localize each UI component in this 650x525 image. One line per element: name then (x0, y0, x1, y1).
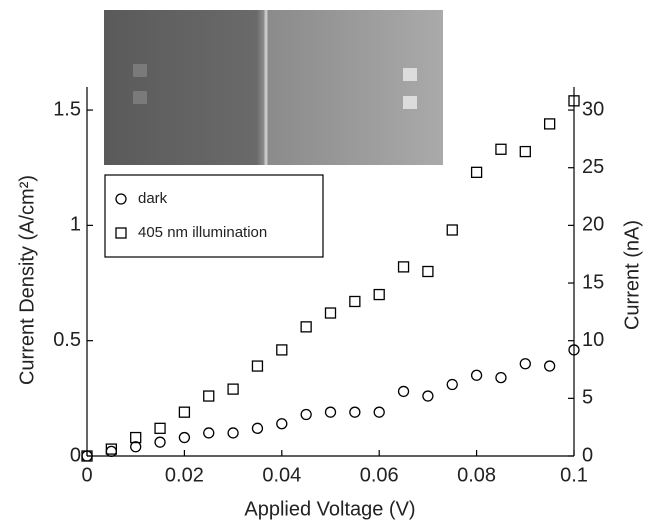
marker-circle (373, 406, 385, 418)
x-axis-label: Applied Voltage (V) (244, 498, 415, 520)
marker-square (349, 295, 361, 308)
marker-circle (519, 358, 531, 370)
inset-pad (403, 68, 417, 81)
marker-square (324, 307, 337, 319)
marker-circle (276, 418, 288, 430)
marker-square (178, 406, 191, 418)
x-tick-label: 0.06 (360, 464, 399, 486)
marker-square (446, 224, 458, 236)
x-tick-label: 0.02 (165, 464, 204, 486)
y-axis-label: Current Density (A/cm²) (16, 175, 38, 385)
marker-square (519, 145, 531, 158)
marker-square (81, 450, 93, 462)
legend-box (104, 174, 324, 258)
marker-square (251, 360, 264, 372)
y-tick-label: 0 (70, 444, 81, 466)
y2-tick-label: 25 (582, 156, 604, 178)
inset-pad (133, 91, 147, 104)
marker-circle (422, 390, 434, 402)
marker-circle (203, 427, 215, 439)
y2-axis-label: Current (nA) (621, 220, 643, 330)
x-tick-label: 0.04 (262, 464, 301, 486)
marker-square (105, 443, 117, 455)
marker-circle (446, 378, 458, 391)
marker-circle (544, 360, 556, 372)
marker-square (130, 431, 142, 444)
inset-pad (133, 64, 147, 77)
marker-square (544, 118, 556, 130)
x-tick-label: 0.1 (560, 464, 588, 486)
y-tick-label: 1 (70, 214, 81, 236)
x-tick-label: 0.08 (457, 464, 496, 486)
x-tick-label: 0 (81, 464, 92, 486)
marker-square (422, 265, 434, 278)
y2-tick-label: 10 (582, 329, 604, 351)
inset-background (104, 10, 443, 165)
y-tick-label: 0.5 (53, 329, 81, 351)
inset-pad (403, 96, 417, 109)
y2-tick-label: 20 (582, 214, 604, 236)
marker-circle (495, 371, 507, 384)
marker-circle (227, 427, 239, 439)
y2-tick-label: 5 (582, 387, 593, 409)
marker-square (373, 288, 385, 301)
marker-square (276, 344, 288, 356)
marker-square (154, 422, 166, 434)
marker-circle (349, 406, 361, 418)
legend-label: dark (138, 190, 168, 207)
y-tick-label: 1.5 (53, 98, 81, 120)
marker-circle (397, 385, 410, 398)
marker-circle (105, 445, 117, 458)
marker-circle (300, 408, 312, 421)
marker-square (203, 390, 215, 402)
marker-circle (115, 193, 127, 205)
marker-circle (470, 369, 483, 381)
marker-square (495, 143, 507, 155)
legend: dark 405 nm illumination (104, 174, 324, 258)
marker-circle (251, 422, 264, 434)
marker-square (115, 227, 127, 239)
marker-circle (178, 431, 191, 444)
inset-image (104, 10, 443, 165)
marker-square (300, 321, 312, 333)
y2-tick-label: 0 (582, 444, 593, 466)
marker-square (568, 95, 580, 107)
legend-label: 405 nm illumination (138, 224, 267, 241)
marker-square (470, 166, 483, 178)
marker-circle (154, 436, 166, 448)
marker-square (227, 383, 239, 395)
marker-square (397, 261, 410, 273)
y2-tick-label: 30 (582, 98, 604, 120)
marker-circle (324, 406, 337, 418)
marker-circle (568, 344, 580, 356)
y2-tick-label: 15 (582, 271, 604, 293)
marker-circle (130, 441, 142, 453)
